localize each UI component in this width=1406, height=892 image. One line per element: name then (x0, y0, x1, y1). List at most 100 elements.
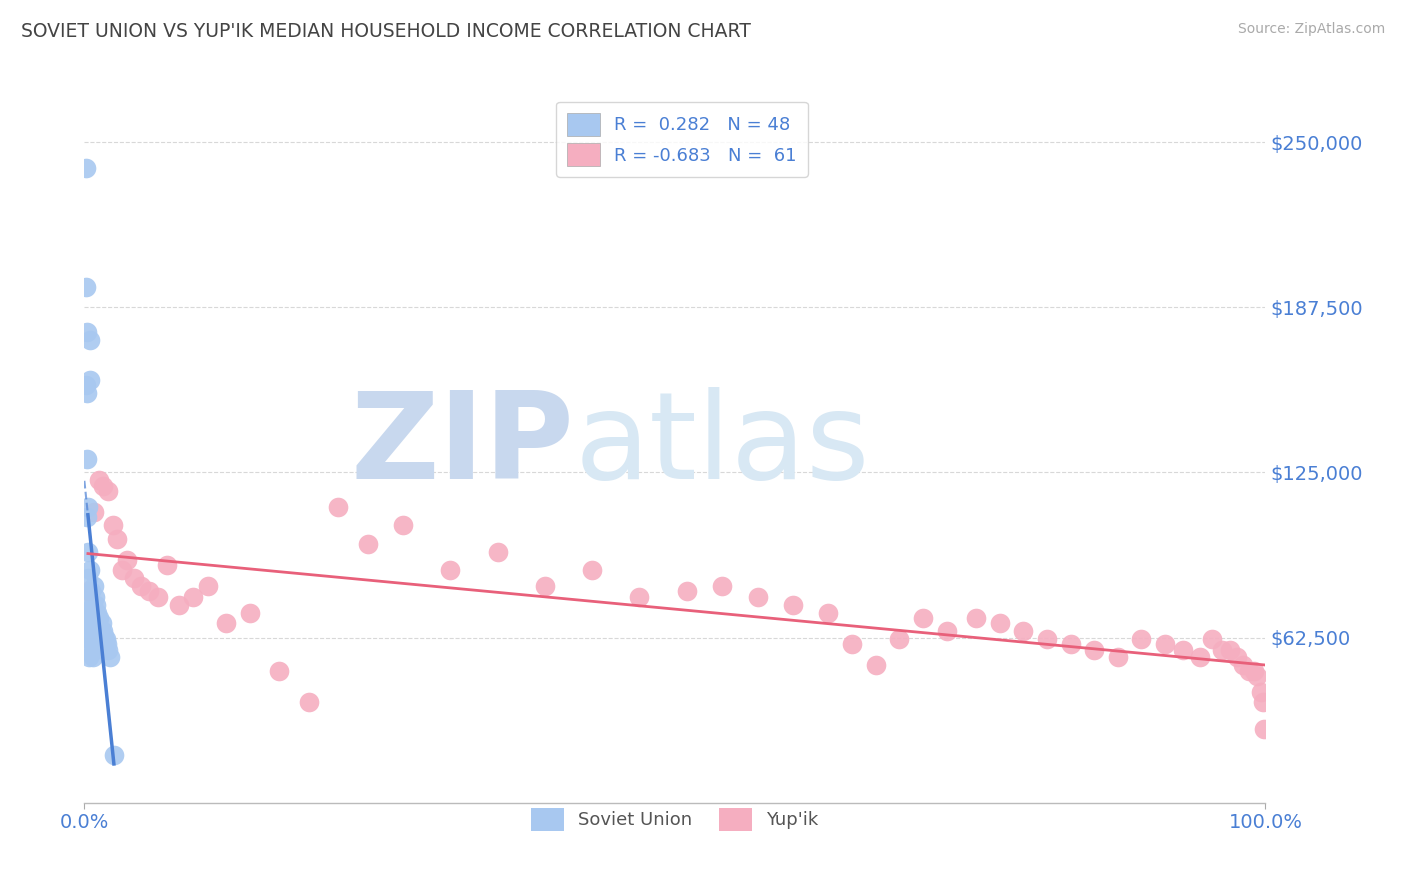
Point (77, 632, 100, 646)
Point (122, 571, 145, 585)
Point (94, 632, 117, 646)
Point (75, 378, 97, 392)
Point (83, 632, 105, 646)
Point (675, 584, 697, 599)
Point (77, 650, 100, 665)
Point (80, 584, 103, 599)
Point (439, 563, 461, 577)
Point (77, 584, 100, 599)
Point (215, 616, 238, 631)
Point (129, 579, 152, 593)
Point (79, 373, 101, 387)
Point (181, 590, 204, 604)
Point (86, 632, 108, 646)
Point (84, 590, 107, 604)
Point (782, 598, 804, 612)
Point (76, 386, 98, 401)
Point (76, 326, 98, 340)
Text: Source: ZipAtlas.com: Source: ZipAtlas.com (1237, 22, 1385, 37)
Point (865, 658, 887, 673)
Point (83, 611, 105, 625)
Point (817, 606, 839, 620)
Point (1107, 650, 1129, 665)
Text: ZIP: ZIP (350, 387, 575, 505)
Point (581, 563, 603, 577)
Legend: Soviet Union, Yup'ik: Soviet Union, Yup'ik (522, 799, 828, 840)
Point (86, 606, 108, 620)
Point (83, 579, 105, 593)
Point (197, 579, 219, 593)
Point (711, 579, 734, 593)
Point (115, 552, 138, 566)
Point (1226, 650, 1249, 665)
Point (911, 611, 934, 625)
Point (77, 616, 100, 631)
Point (75, 161, 97, 176)
Point (1083, 642, 1105, 657)
Point (76, 452, 98, 467)
Point (89, 624, 111, 638)
Point (77, 606, 100, 620)
Point (747, 590, 769, 604)
Point (101, 518, 124, 533)
Point (1211, 642, 1233, 657)
Point (87, 474, 110, 488)
Point (82, 598, 104, 612)
Point (298, 695, 321, 709)
Point (628, 590, 651, 604)
Point (91, 616, 114, 631)
Point (91, 624, 114, 638)
Point (83, 505, 105, 519)
Point (80, 642, 103, 657)
Point (1189, 650, 1212, 665)
Point (77, 632, 100, 646)
Point (97, 483, 120, 498)
Point (82, 650, 104, 665)
Point (87, 611, 110, 625)
Point (1012, 624, 1035, 638)
Point (79, 333, 101, 347)
Text: SOVIET UNION VS YUP'IK MEDIAN HOUSEHOLD INCOME CORRELATION CHART: SOVIET UNION VS YUP'IK MEDIAN HOUSEHOLD … (21, 22, 751, 41)
Point (77, 571, 100, 585)
Point (107, 532, 129, 546)
Point (77, 590, 100, 604)
Point (87, 637, 110, 651)
Point (1036, 632, 1059, 646)
Point (1251, 695, 1274, 709)
Point (79, 606, 101, 620)
Point (392, 518, 415, 533)
Point (965, 611, 987, 625)
Point (1219, 642, 1241, 657)
Point (82, 624, 104, 638)
Point (77, 545, 100, 559)
Point (1130, 632, 1153, 646)
Point (84, 598, 107, 612)
Point (79, 563, 101, 577)
Point (935, 624, 957, 638)
Point (486, 545, 509, 559)
Point (328, 500, 350, 514)
Point (84, 616, 107, 631)
Point (1059, 637, 1081, 651)
Point (357, 537, 380, 551)
Point (534, 579, 557, 593)
Point (93, 629, 115, 643)
Point (156, 558, 179, 572)
Point (98, 650, 121, 665)
Point (97, 642, 120, 657)
Point (138, 584, 160, 599)
Point (167, 598, 190, 612)
Point (1232, 658, 1254, 673)
Point (269, 664, 291, 678)
Point (90, 632, 112, 646)
Point (84, 642, 107, 657)
Point (1246, 669, 1268, 683)
Point (1171, 642, 1194, 657)
Text: atlas: atlas (575, 387, 870, 505)
Point (84, 624, 107, 638)
Point (76, 510, 98, 524)
Point (1243, 664, 1265, 678)
Point (103, 748, 125, 763)
Point (1154, 637, 1177, 651)
Point (1253, 722, 1275, 736)
